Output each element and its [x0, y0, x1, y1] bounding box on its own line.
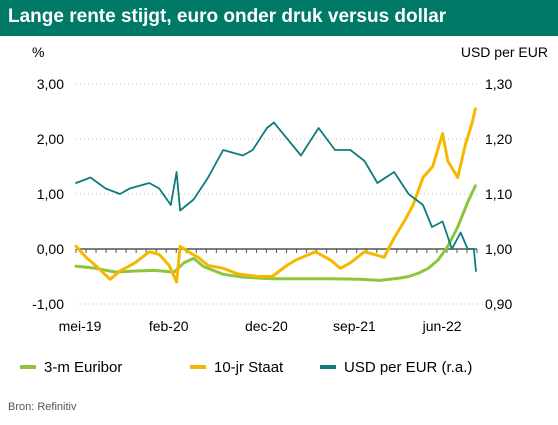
y-right-tick-label: 1,20 [485, 131, 512, 147]
source-note: Bron: Refinitiv [8, 401, 77, 413]
x-tick-label: sep-21 [333, 318, 376, 334]
y-right-tick-label: 0,90 [485, 296, 512, 312]
x-tick-label: jun-22 [422, 318, 462, 334]
y-left-tick-label: 1,00 [37, 186, 64, 202]
x-tick-label: dec-20 [245, 318, 288, 334]
series-line [74, 107, 477, 284]
legend-label: USD per EUR (r.a.) [344, 359, 472, 376]
series-line [74, 184, 477, 282]
y-left-tick-label: 2,00 [37, 131, 64, 147]
y-left-tick-label: -1,00 [32, 296, 64, 312]
y-right-tick-label: 1,10 [485, 186, 512, 202]
y-left-tick-label: 3,00 [37, 76, 64, 92]
y-left-axis-label: % [32, 44, 44, 60]
x-tick-label: mei-19 [59, 318, 102, 334]
legend-label: 3-m Euribor [44, 359, 122, 376]
legend-label: 10-jr Staat [214, 359, 284, 376]
chart-title-bar: Lange rente stijgt, euro onder druk vers… [0, 0, 558, 36]
y-right-tick-label: 1,00 [485, 241, 512, 257]
y-right-axis-label: USD per EUR [461, 44, 548, 60]
chart-title: Lange rente stijgt, euro onder druk vers… [8, 6, 447, 27]
y-left-tick-label: 0,00 [37, 241, 64, 257]
x-tick-label: feb-20 [149, 318, 189, 334]
y-right-tick-label: 1,30 [485, 76, 512, 92]
series-line [75, 121, 477, 272]
